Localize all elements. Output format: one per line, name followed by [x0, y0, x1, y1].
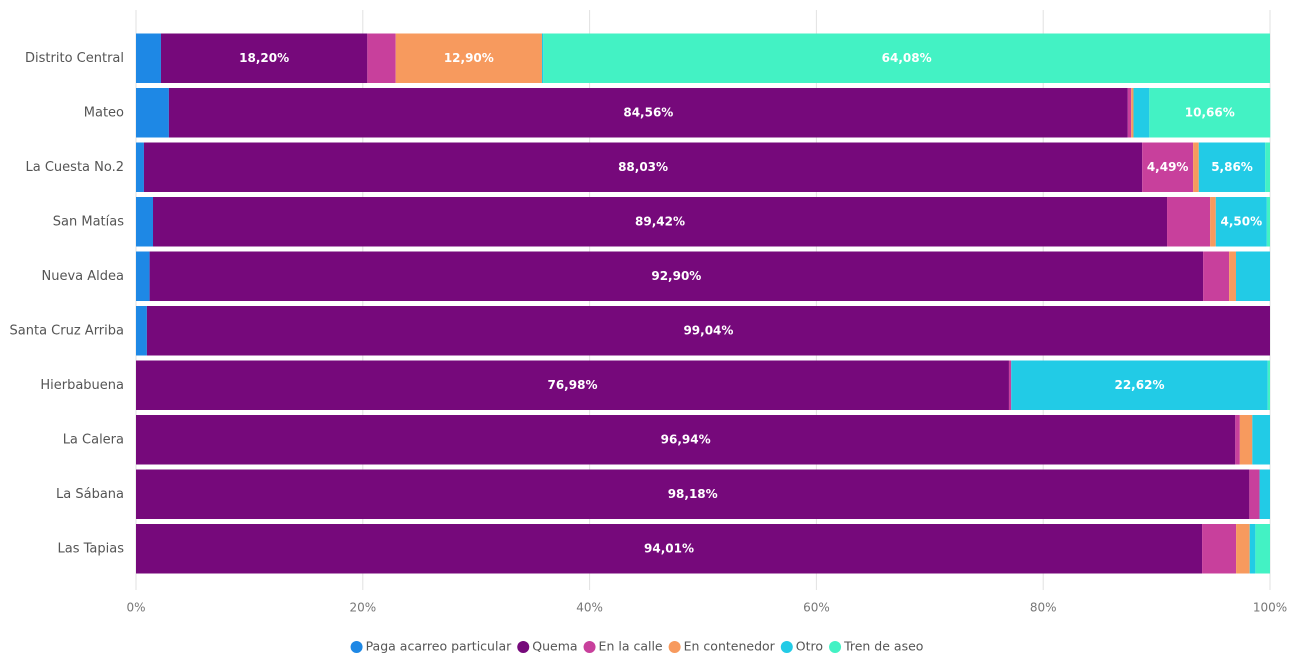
- bar-segment: [1267, 360, 1270, 410]
- bar-segment: [543, 33, 1270, 83]
- bar-segment: [1255, 524, 1270, 574]
- legend-marker: [780, 641, 793, 653]
- x-tick-label: 40%: [576, 601, 603, 615]
- bar-segment: [1235, 415, 1240, 465]
- y-tick-label: La Cuesta No.2: [26, 160, 124, 175]
- bar-segment: [136, 469, 1250, 519]
- bar-segment: [1249, 524, 1256, 574]
- data-label: 99,04%: [683, 323, 733, 337]
- data-label: 12,90%: [444, 51, 494, 65]
- x-tick-label: 80%: [1030, 601, 1057, 615]
- bar-segment: [136, 88, 169, 138]
- legend-label: Tren de aseo: [843, 639, 923, 654]
- bar-segment: [143, 142, 1143, 192]
- bar-segment: [136, 524, 1203, 574]
- bar-segment: [1142, 142, 1194, 192]
- data-label: 88,03%: [618, 160, 668, 174]
- bar-segment: [136, 415, 1236, 465]
- y-tick-label: Las Tapias: [58, 541, 125, 556]
- data-label: 4,50%: [1220, 214, 1262, 228]
- y-tick-label: Nueva Aldea: [42, 269, 124, 284]
- y-tick-label: Mateo: [84, 105, 124, 120]
- bar-segment: [136, 197, 154, 247]
- data-label: 96,94%: [661, 432, 711, 446]
- bar-segment: [1266, 197, 1270, 247]
- legend-marker: [668, 641, 681, 653]
- data-label: 10,66%: [1185, 105, 1235, 119]
- legend: Paga acarreo particular Quema En la calle E…: [350, 639, 923, 654]
- bar-segment: [136, 33, 161, 83]
- bar-segment: [1203, 251, 1230, 301]
- y-tick-label: Hierbabuena: [40, 378, 124, 393]
- bar-segment: [1265, 142, 1270, 192]
- bar-segment: [1235, 251, 1270, 301]
- bar-segment: [1236, 524, 1250, 574]
- bar-segment: [541, 33, 544, 83]
- y-tick-label: San Matías: [53, 214, 124, 229]
- data-label: 5,86%: [1211, 160, 1253, 174]
- data-label: 4,49%: [1147, 160, 1189, 174]
- bar-segment: [1198, 142, 1266, 192]
- bar-segment: [1215, 197, 1267, 247]
- data-label: 98,18%: [668, 487, 718, 501]
- bar-segment: [1011, 360, 1268, 410]
- bar-segment: [1202, 524, 1237, 574]
- data-label: 22,62%: [1114, 378, 1164, 392]
- bar-segment: [1259, 469, 1270, 519]
- bar-segment: [1167, 197, 1211, 247]
- bar-segment: [1252, 415, 1270, 465]
- bar-segment: [168, 88, 1128, 138]
- bar-segment: [1127, 88, 1132, 138]
- bar-segment: [136, 142, 144, 192]
- bar-segment: [1229, 251, 1236, 301]
- bar-segment: [1210, 197, 1216, 247]
- bar-segment: [153, 197, 1168, 247]
- bar-segment: [136, 306, 147, 356]
- legend-label: En contenedor: [684, 639, 776, 654]
- data-label: 64,08%: [882, 51, 932, 65]
- data-label: 89,42%: [635, 214, 685, 228]
- bar-segment: [1239, 415, 1253, 465]
- x-tick-label: 100%: [1253, 601, 1287, 615]
- x-tick-label: 60%: [803, 601, 830, 615]
- y-tick-label: La Sábana: [56, 487, 124, 502]
- y-tick-label: Distrito Central: [25, 51, 124, 66]
- bar-segment: [1008, 360, 1012, 410]
- bar-segment: [395, 33, 542, 83]
- legend-marker: [829, 641, 842, 653]
- x-tick-label: 0%: [126, 601, 145, 615]
- bar-segment: [1193, 142, 1199, 192]
- legend-label: Otro: [796, 639, 823, 654]
- bar-segment: [136, 360, 1009, 410]
- bar-segment: [136, 251, 150, 301]
- bar-segment: [1149, 88, 1271, 138]
- bar-segment: [160, 33, 368, 83]
- legend-label: Paga acarreo particular: [366, 639, 513, 654]
- y-tick-label: Santa Cruz Arriba: [10, 323, 124, 338]
- data-label: 84,56%: [623, 105, 673, 119]
- legend-marker: [517, 641, 530, 653]
- data-label: 18,20%: [239, 51, 289, 65]
- legend-label: En la calle: [599, 639, 663, 654]
- y-tick-label: La Calera: [63, 432, 124, 447]
- bar-segment: [1133, 88, 1150, 138]
- x-tick-label: 20%: [349, 601, 376, 615]
- bar-segment: [367, 33, 396, 83]
- bar-segment: [1249, 469, 1260, 519]
- bar-segment: [149, 251, 1204, 301]
- legend-marker: [583, 641, 596, 653]
- bar-segment: [146, 306, 1271, 356]
- legend-label: Quema: [532, 639, 577, 654]
- data-label: 94,01%: [644, 541, 694, 555]
- legend-marker: [350, 641, 363, 653]
- bar-segment: [1131, 88, 1134, 138]
- data-label: 92,90%: [651, 269, 701, 283]
- data-label: 76,98%: [547, 378, 597, 392]
